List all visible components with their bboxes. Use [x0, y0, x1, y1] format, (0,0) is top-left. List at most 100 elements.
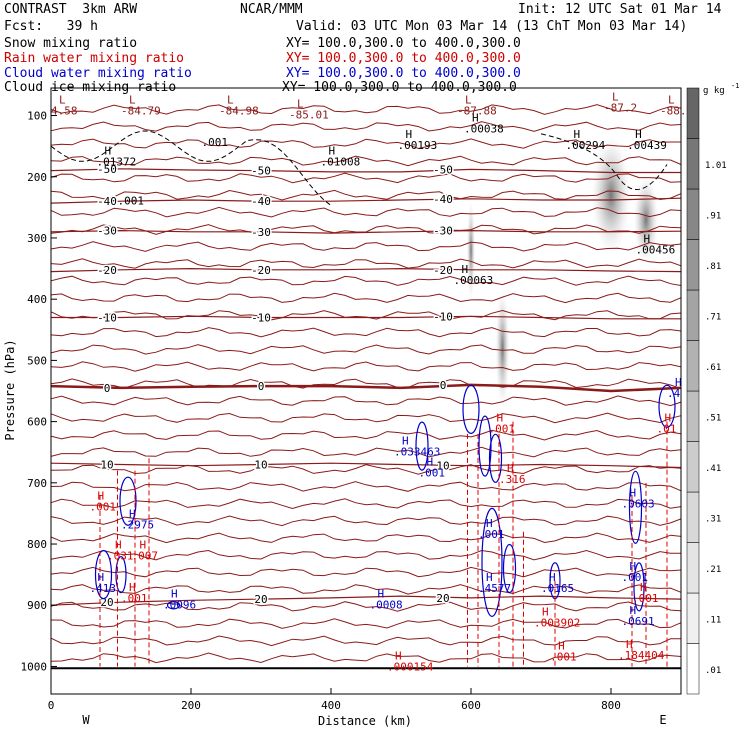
isotherm-label: 0: [104, 382, 111, 395]
cloud-ice-contour: [540, 133, 668, 190]
rain-max-label-marker: H: [497, 412, 504, 425]
cloud-max-label: .001: [622, 571, 649, 584]
field-snow-xy: XY= 100.0,300.0 to 400.0,300.0: [286, 36, 521, 51]
colorbar-tick-label: .61: [705, 363, 721, 373]
cloud-max-label-marker: H: [98, 571, 105, 584]
cloud-max-label: .001: [202, 136, 229, 149]
cloud-max-label-marker: H: [129, 508, 136, 521]
cloud-max-label-marker: H: [630, 560, 637, 573]
isotherm-line: [50, 155, 682, 167]
temp-min-label: -84.79: [121, 104, 161, 117]
isotherm-label: -10: [251, 312, 271, 325]
init-label: Init: 12 UTC Sat 01 Mar 14: [518, 2, 722, 17]
cloud-max-label: .033463: [394, 445, 440, 458]
snow-shade-blob: [495, 288, 510, 409]
colorbar-tick-label: .51: [705, 413, 721, 423]
cloud-water-contour: [628, 470, 643, 544]
isotherm-layer: -50 -50 -50 -40 -40 -40 -30 -30 -30 -20 -20 -20 -10 -…: [50, 104, 682, 670]
max-label-marker: H: [406, 128, 413, 141]
cloud-water-contour: [658, 384, 676, 428]
cloud-max-label-marker: H: [486, 517, 493, 530]
cloud-water-contour: [478, 415, 492, 477]
field-cloud-name: Cloud water mixing ratio: [4, 66, 192, 81]
isotherm-label: -50: [251, 165, 271, 178]
y-tick-label: 400: [27, 293, 47, 306]
colorbar: .01 .11 .21 .31 .41 .51 .61 .71 .81 .91 1.01: [686, 87, 727, 695]
temp-min-label-marker: L: [297, 98, 304, 111]
isotherm-line: [50, 378, 682, 389]
isotherm-label: 20: [436, 592, 449, 605]
isotherm-line: [50, 515, 682, 527]
cloud-max-label-marker: H: [378, 587, 385, 600]
isotherm-label: -10: [97, 312, 117, 325]
cloud-max-label: .0165: [541, 582, 574, 595]
colorbar-tick-label: .71: [705, 312, 721, 322]
cloud-water-contour: [115, 556, 127, 594]
isotherm-line: [50, 412, 682, 424]
isotherm-label: -30: [433, 225, 453, 238]
contour-label-layer: 4.58L-84.79L-84.98L-85.01L-87.88L-87.2L-…: [51, 90, 700, 673]
temp-min-label-marker: L: [612, 90, 619, 103]
colorbar-tick-label: .01: [705, 666, 721, 676]
colorbar-unit: g kg: [703, 86, 725, 96]
isotherm-line: [50, 395, 682, 407]
max-label: .00193: [398, 139, 438, 152]
field-snow-name: Snow mixing ratio: [4, 36, 138, 51]
max-label-marker: H: [635, 128, 642, 141]
cloud-max-label-marker: H: [402, 434, 409, 447]
temp-min-label: 4.58: [51, 104, 78, 117]
isotherm-label: -20: [251, 264, 271, 277]
isotherm-line: [50, 361, 682, 372]
cloud-max-label: .001: [419, 467, 446, 480]
isotherm-line: [50, 104, 682, 115]
cloud-max-label-marker: H: [486, 571, 493, 584]
snow-shade-blob: [591, 135, 631, 256]
max-label-marker: H: [105, 145, 112, 158]
field-rain-xy: XY= 100.0,300.0 to 400.0,300.0: [286, 51, 521, 66]
max-label-marker: H: [644, 232, 651, 245]
y-tick-label: 1000: [21, 660, 48, 673]
rain-max-label: .003902: [534, 617, 580, 630]
colorbar-tick-label: .41: [705, 464, 721, 474]
isotherm-line: [50, 601, 682, 612]
max-label-marker: H: [472, 112, 479, 125]
isotherm-line: [50, 652, 682, 664]
temp-min-label-marker: L: [59, 93, 66, 106]
isotherm-label: -40: [251, 195, 271, 208]
rain-max-label-marker: H: [129, 581, 136, 594]
field-cloud-xy: XY= 100.0,300.0 to 400.0,300.0: [286, 66, 521, 81]
isotherm-label: -40: [97, 195, 117, 208]
cloud-max-label: .001: [118, 194, 145, 207]
isotherm-labeled-line: [50, 383, 682, 393]
temp-min-label-marker: L: [129, 93, 136, 106]
isotherm-label: 20: [254, 593, 267, 606]
rain-max-label-marker: H: [640, 581, 647, 594]
cloud-max-label-marker: H: [171, 587, 178, 600]
rain-contour-layer: [99, 421, 668, 667]
max-label: .01372: [97, 156, 137, 169]
y-tick-label: 600: [27, 416, 47, 429]
cloud-max-label-marker: H: [630, 486, 637, 499]
y-tick-label: 500: [27, 354, 47, 367]
cloud-max-label: .4: [667, 387, 681, 400]
isotherm-line: [50, 292, 682, 304]
rain-max-label-marker: H: [665, 412, 672, 425]
cloud-max-label: .0691: [622, 615, 655, 628]
cloud-water-contour: [166, 601, 181, 610]
isotherm-labeled-line: [50, 197, 682, 204]
isotherm-labeled-line: [50, 168, 681, 174]
isotherm-line: [50, 429, 682, 441]
colorbar-tick-label: .21: [705, 565, 721, 575]
colorbar-tick-label: .91: [705, 211, 721, 221]
rain-max-label-marker: H: [558, 639, 565, 652]
colorbar-tick-label: .31: [705, 514, 721, 524]
rain-max-label-marker: H: [115, 538, 122, 551]
isotherm-label: 0: [258, 380, 265, 393]
isotherm-line: [50, 189, 682, 201]
cloud-max-label: .4577: [478, 582, 511, 595]
cloud-water-contour: [481, 507, 503, 617]
temp-min-label: -87.88: [457, 104, 497, 117]
isotherm-line: [50, 327, 682, 338]
isotherm-line: [50, 549, 682, 561]
